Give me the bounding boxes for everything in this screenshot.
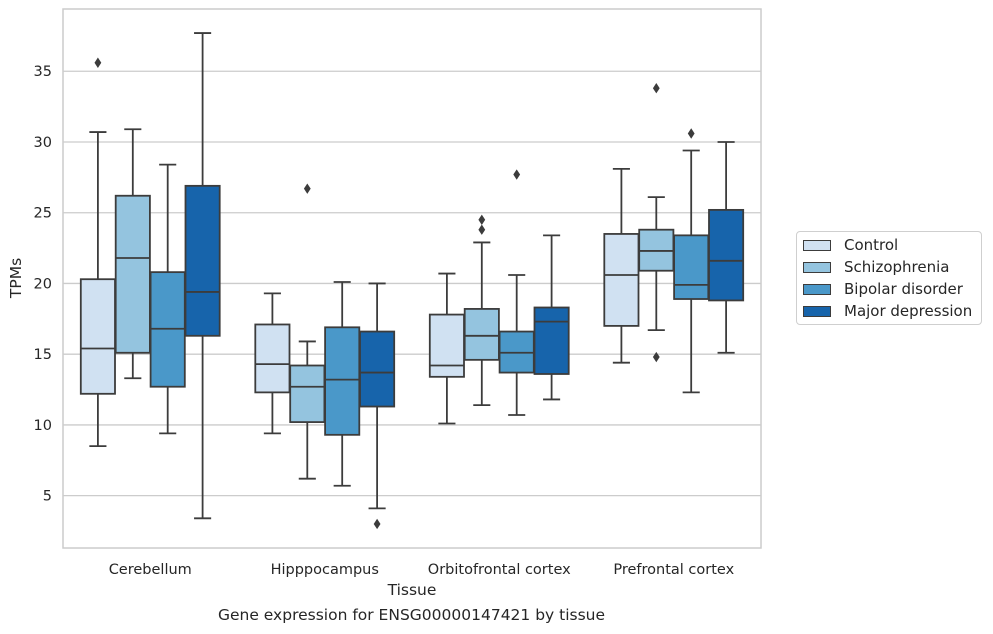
box-schizophrenia-cerebellum — [114, 194, 151, 354]
outlier-schizophrenia-prefrontal-cortex-0 — [652, 351, 660, 363]
box-group-schizophrenia-cerebellum — [114, 128, 151, 380]
figure-caption: Gene expression for ENSG00000147421 by t… — [217, 606, 606, 624]
legend-swatch-control — [803, 239, 831, 251]
box-control-cerebellum — [79, 278, 116, 395]
legend-label-bipolar-disorder: Bipolar disorder — [844, 280, 963, 298]
box-group-control-hipppocampus — [254, 292, 291, 435]
box-group-major-depression-cerebellum — [184, 32, 221, 520]
box-bipolar-disorder-prefrontal-cortex — [673, 234, 710, 300]
box-group-bipolar-disorder-orbitofrontal-cortex — [498, 169, 535, 416]
x-tick-label-hipppocampus: Hipppocampus — [271, 562, 379, 578]
legend: Control Schizophrenia Bipolar disorder M… — [796, 231, 982, 325]
legend-swatch-schizophrenia — [803, 261, 831, 273]
outlier-major-depression-hipppocampus-0 — [373, 518, 381, 530]
y-tick-label-5: 5 — [43, 489, 52, 505]
x-axis-label: Tissue — [387, 581, 437, 599]
box-major-depression-hipppocampus — [359, 330, 396, 408]
legend-item-schizophrenia: Schizophrenia — [803, 257, 949, 277]
box-group-control-orbitofrontal-cortex — [428, 272, 465, 425]
x-tick-label-orbitofrontal-cortex: Orbitofrontal cortex — [428, 562, 571, 578]
outlier-bipolar-disorder-prefrontal-cortex-0 — [687, 128, 695, 139]
box-group-major-depression-orbitofrontal-cortex — [533, 234, 570, 401]
box-group-bipolar-disorder-hipppocampus — [324, 281, 361, 487]
y-tick-label-20: 20 — [34, 276, 52, 292]
y-tick-label-35: 35 — [34, 64, 52, 80]
outlier-schizophrenia-orbitofrontal-cortex-1 — [478, 214, 486, 225]
legend-item-bipolar-disorder: Bipolar disorder — [803, 279, 963, 299]
box-group-control-cerebellum — [79, 57, 116, 448]
outlier-control-cerebellum-0 — [94, 57, 102, 68]
legend-swatch-major-depression — [803, 305, 831, 317]
y-tick-labels: 5 10 15 20 25 30 35 — [34, 64, 52, 504]
y-tick-label-30: 30 — [34, 135, 52, 151]
outlier-bipolar-disorder-orbitofrontal-cortex-0 — [513, 169, 521, 180]
box-group-bipolar-disorder-cerebellum — [149, 163, 186, 435]
legend-swatch-bipolar-disorder — [803, 283, 831, 295]
outlier-schizophrenia-prefrontal-cortex-1 — [652, 83, 660, 94]
outlier-schizophrenia-orbitofrontal-cortex-0 — [478, 224, 486, 235]
x-tick-label-cerebellum: Cerebellum — [109, 562, 192, 578]
legend-label-control: Control — [844, 236, 899, 254]
y-tick-label-15: 15 — [34, 347, 52, 363]
box-major-depression-cerebellum — [184, 184, 221, 337]
boxes — [79, 32, 745, 530]
legend-item-control: Control — [803, 235, 898, 255]
box-group-schizophrenia-orbitofrontal-cortex — [463, 214, 500, 407]
outlier-schizophrenia-hipppocampus-0 — [303, 183, 311, 194]
x-tick-label-prefrontal-cortex: Prefrontal cortex — [613, 562, 734, 578]
x-tick-labels: Cerebellum Hipppocampus Orbitofrontal cort… — [109, 562, 735, 578]
box-control-hipppocampus — [254, 323, 291, 394]
y-tick-label-10: 10 — [34, 418, 52, 434]
legend-item-major-depression: Major depression — [803, 301, 972, 321]
box-group-schizophrenia-hipppocampus — [289, 183, 326, 480]
box-group-control-prefrontal-cortex — [603, 167, 640, 364]
box-group-bipolar-disorder-prefrontal-cortex — [673, 128, 710, 394]
box-major-depression-prefrontal-cortex — [708, 208, 745, 302]
box-schizophrenia-hipppocampus — [289, 364, 326, 423]
box-group-major-depression-prefrontal-cortex — [708, 141, 745, 354]
box-major-depression-orbitofrontal-cortex — [533, 306, 570, 375]
box-bipolar-disorder-hipppocampus — [324, 326, 361, 436]
y-axis-label: TPMs — [7, 258, 25, 299]
plot-frame — [62, 8, 762, 549]
box-group-major-depression-hipppocampus — [359, 282, 396, 530]
y-tick-label-25: 25 — [34, 206, 52, 222]
legend-label-schizophrenia: Schizophrenia — [844, 258, 950, 276]
box-group-schizophrenia-prefrontal-cortex — [638, 83, 675, 363]
box-schizophrenia-orbitofrontal-cortex — [463, 308, 500, 361]
box-control-prefrontal-cortex — [603, 233, 640, 327]
box-control-orbitofrontal-cortex — [428, 313, 465, 378]
legend-label-major-depression: Major depression — [844, 302, 973, 320]
